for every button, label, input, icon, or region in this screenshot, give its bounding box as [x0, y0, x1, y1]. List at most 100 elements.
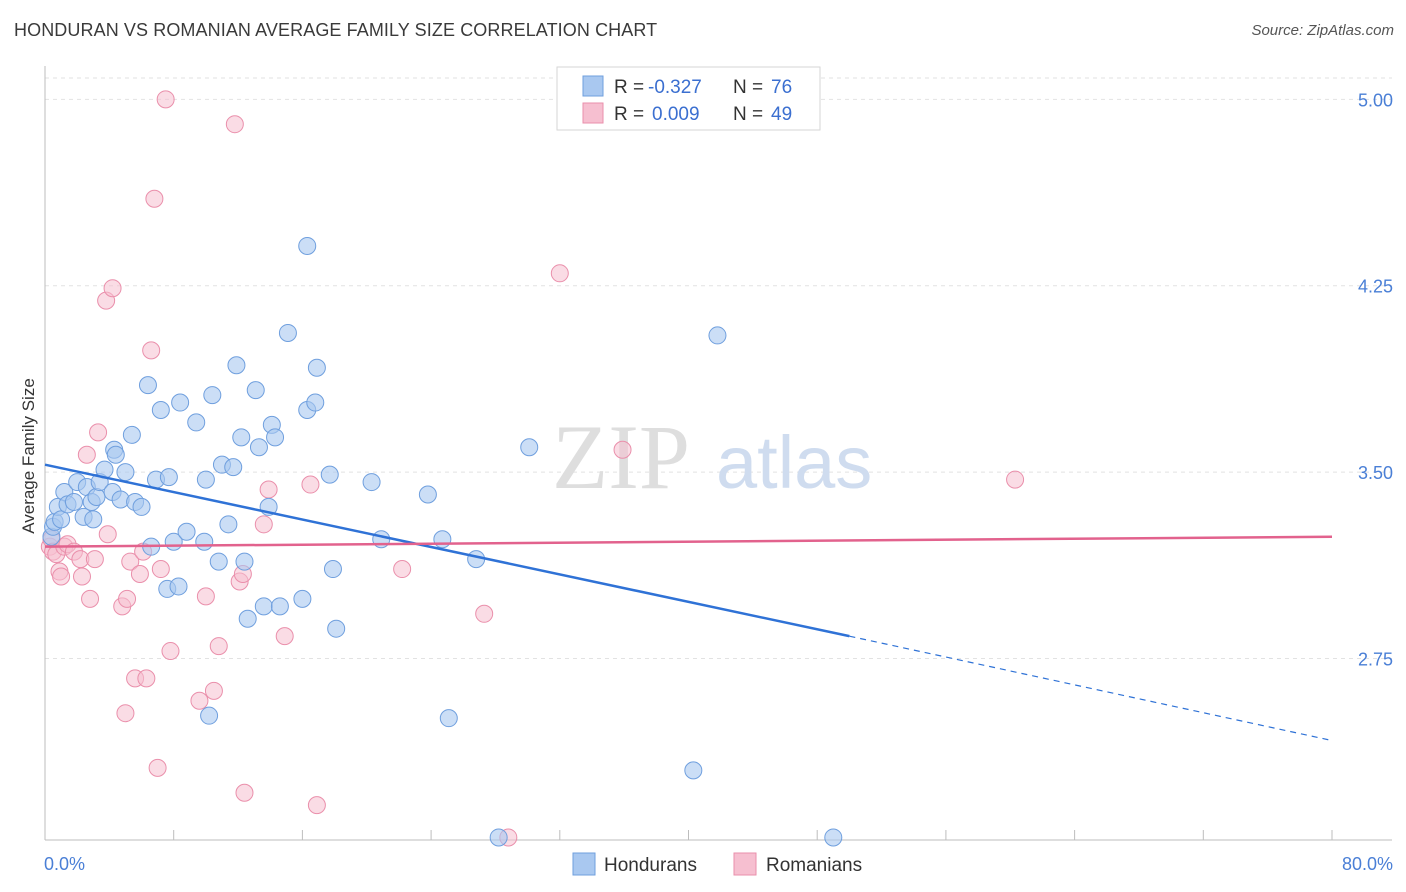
legend-r-label-2: R = — [614, 104, 644, 125]
romanian-point — [148, 758, 167, 777]
honduran-point — [520, 438, 539, 457]
watermark: ZIP atlas — [552, 406, 872, 508]
x-tick-label-min: 0.0% — [44, 854, 85, 874]
honduran-point — [684, 761, 703, 780]
y-tick-label: 5.00 — [1358, 90, 1393, 110]
honduran-point — [116, 463, 135, 482]
honduran-point — [708, 326, 727, 345]
romanian-point — [475, 604, 494, 623]
honduran-point — [52, 510, 71, 529]
romanian-point — [225, 115, 244, 134]
honduran-point — [293, 589, 312, 608]
romanians-legend-swatch — [582, 102, 604, 124]
romanian-point — [98, 525, 117, 544]
y-tick-label: 2.75 — [1358, 650, 1393, 670]
romanian-point — [73, 567, 92, 586]
y-axis-label: Average Family Size — [19, 378, 38, 534]
honduran-point — [320, 465, 339, 484]
romanian-point — [301, 475, 320, 494]
hondurans-points — [42, 236, 843, 847]
honduran-point — [235, 552, 254, 571]
hondurans-legend-swatch — [582, 75, 604, 97]
bottom-legend-hondurans-swatch — [572, 852, 596, 876]
romanians-points — [40, 90, 1025, 847]
romanian-point — [52, 567, 71, 586]
trend-layer — [44, 463, 1333, 742]
honduran-point — [187, 413, 206, 432]
honduran-point — [106, 445, 125, 464]
romanian-point — [142, 341, 161, 360]
romanians-trend-line — [44, 535, 1333, 548]
honduran-point — [278, 323, 297, 342]
honduran-point — [439, 709, 458, 728]
romanian-point — [137, 669, 156, 688]
honduran-point — [151, 400, 170, 419]
hondurans-trend-extension — [849, 635, 1333, 742]
chart-title: HONDURAN VS ROMANIAN AVERAGE FAMILY SIZE… — [14, 20, 658, 40]
honduran-point — [254, 597, 273, 616]
chart-source: Source: ZipAtlas.com — [1251, 22, 1394, 39]
honduran-point — [307, 358, 326, 377]
legend-n-label-2: N = — [733, 104, 763, 125]
honduran-point — [209, 552, 228, 571]
romanian-point — [89, 423, 108, 442]
legend-n-value-2: 49 — [771, 104, 792, 125]
honduran-point — [138, 376, 157, 395]
romanian-point — [77, 445, 96, 464]
honduran-point — [270, 597, 289, 616]
romanian-point — [1006, 470, 1025, 489]
romanian-point — [151, 560, 170, 579]
romanian-point — [196, 587, 215, 606]
romanian-point — [235, 783, 254, 802]
legend-r-label-1: R = — [614, 77, 644, 98]
x-tick-label-max: 80.0% — [1342, 854, 1393, 874]
romanian-point — [130, 565, 149, 584]
honduran-point — [327, 619, 346, 638]
bottom-legend-hondurans-label: Hondurans — [604, 855, 697, 876]
honduran-point — [159, 468, 178, 487]
honduran-point — [306, 393, 325, 412]
romanian-point — [145, 189, 164, 208]
romanian-point — [307, 796, 326, 815]
bottom-legend-romanians-swatch — [733, 852, 757, 876]
honduran-point — [362, 473, 381, 492]
romanian-point — [254, 515, 273, 534]
honduran-point — [489, 828, 508, 847]
honduran-point — [249, 438, 268, 457]
honduran-point — [196, 470, 215, 489]
honduran-point — [64, 492, 83, 511]
honduran-point — [227, 356, 246, 375]
bottom-legend: Hondurans Romanians — [572, 852, 862, 876]
honduran-point — [224, 458, 243, 477]
axis-layer: 2.75 3.50 4.25 5.00 0.0% 80.0% — [44, 66, 1393, 874]
honduran-point — [122, 425, 141, 444]
romanian-point — [81, 589, 100, 608]
honduran-point — [171, 393, 190, 412]
y-tick-label: 3.50 — [1358, 463, 1393, 483]
romanian-point — [613, 440, 632, 459]
romanian-point — [204, 681, 223, 700]
stats-legend: R = -0.327 N = 76 R = 0.009 N = 49 — [556, 66, 821, 131]
honduran-point — [200, 706, 219, 725]
romanian-point — [116, 704, 135, 723]
honduran-point — [177, 522, 196, 541]
y-tick-label: 4.25 — [1358, 277, 1393, 297]
watermark-atlas: atlas — [716, 421, 872, 504]
bottom-legend-romanians-label: Romanians — [766, 855, 862, 876]
romanian-point — [550, 264, 569, 283]
romanian-point — [393, 560, 412, 579]
romanian-point — [209, 637, 228, 656]
honduran-point — [323, 560, 342, 579]
honduran-point — [195, 532, 214, 551]
romanian-point — [118, 589, 137, 608]
honduran-point — [87, 487, 106, 506]
honduran-point — [433, 530, 452, 549]
legend-n-value-1: 76 — [771, 77, 792, 98]
romanian-point — [103, 279, 122, 298]
romanian-point — [156, 90, 175, 109]
honduran-point — [238, 609, 257, 628]
honduran-point — [232, 428, 251, 447]
honduran-point — [418, 485, 437, 504]
romanian-point — [190, 691, 209, 710]
